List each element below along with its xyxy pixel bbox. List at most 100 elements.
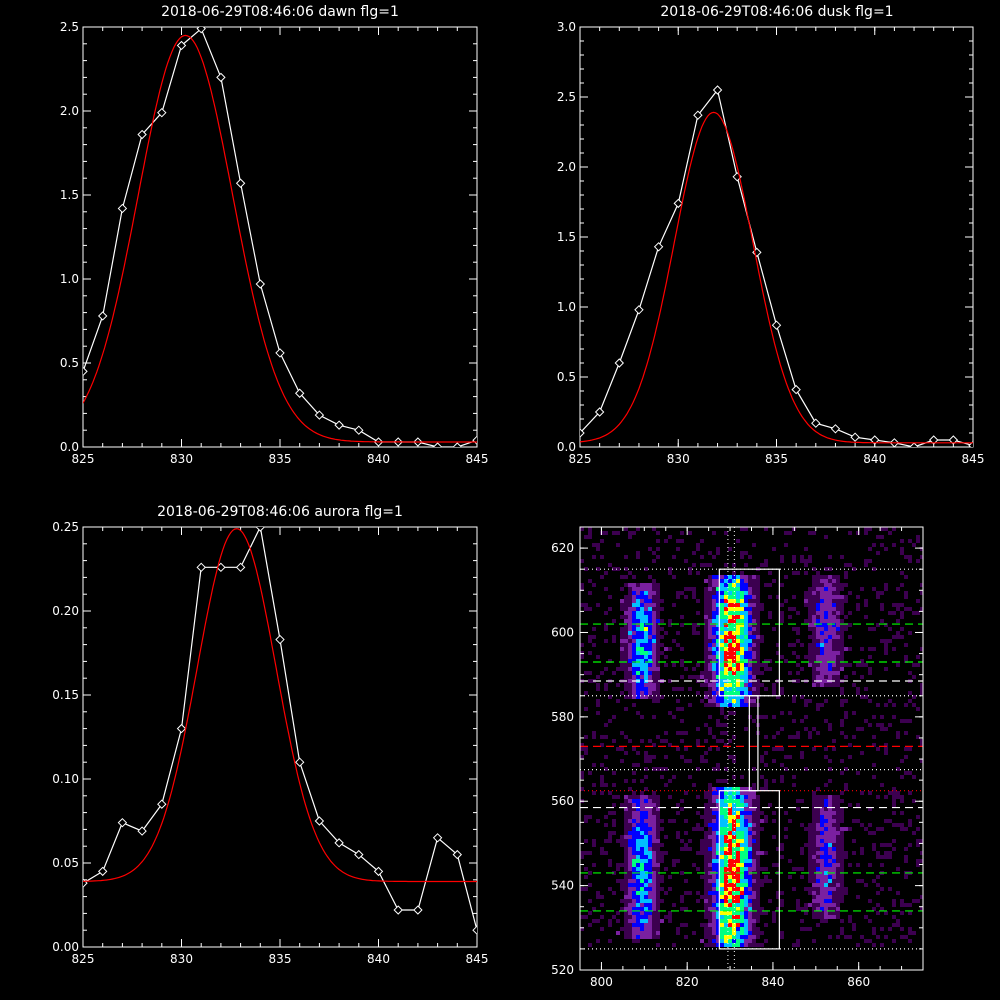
heatmap-cell bbox=[800, 787, 804, 791]
heatmap-cell bbox=[580, 579, 584, 583]
heatmap-cell bbox=[856, 615, 860, 619]
heatmap-cell bbox=[724, 579, 728, 583]
heatmap-cell bbox=[884, 667, 888, 671]
heatmap-cell bbox=[760, 607, 764, 611]
heatmap-cell bbox=[716, 703, 720, 707]
dusk-plot: 2018-06-29T08:46:06 dusk flg=1 825 830 835… bbox=[557, 4, 985, 466]
heatmap-cell bbox=[696, 743, 700, 747]
heatmap-cell bbox=[864, 623, 868, 627]
heatmap-cell bbox=[684, 711, 688, 715]
heatmap-cell bbox=[704, 651, 708, 655]
heatmap-cell bbox=[796, 579, 800, 583]
heatmap-cell bbox=[748, 587, 752, 591]
heatmap-cell bbox=[764, 635, 768, 639]
heatmap-cell bbox=[712, 531, 716, 535]
heatmap-cell bbox=[660, 611, 664, 615]
heatmap-cell bbox=[912, 815, 916, 819]
heatmap-cell bbox=[612, 747, 616, 751]
heatmap-cell bbox=[664, 791, 668, 795]
heatmap-cell bbox=[884, 611, 888, 615]
heatmap-cell bbox=[740, 807, 744, 811]
heatmap-cell bbox=[836, 631, 840, 635]
heatmap-cell bbox=[896, 607, 900, 611]
heatmap-cell bbox=[916, 803, 920, 807]
heatmap-cell bbox=[644, 807, 648, 811]
heatmap-cell bbox=[580, 823, 584, 827]
heatmap-cell bbox=[884, 559, 888, 563]
heatmap-cell bbox=[672, 555, 676, 559]
heatmap-cell bbox=[700, 687, 704, 691]
heatmap-cell bbox=[776, 791, 780, 795]
heatmap-cell bbox=[720, 671, 724, 675]
heatmap-cell bbox=[712, 615, 716, 619]
heatmap-cell bbox=[692, 671, 696, 675]
heatmap-cell bbox=[632, 531, 636, 535]
heatmap-cell bbox=[756, 683, 760, 687]
heatmap-cell bbox=[632, 811, 636, 815]
heatmap-cell bbox=[656, 667, 660, 671]
heatmap-cell bbox=[616, 799, 620, 803]
heatmap-cell bbox=[828, 603, 832, 607]
data-point bbox=[97, 866, 108, 877]
heatmap-cell bbox=[900, 607, 904, 611]
heatmap-cell bbox=[852, 583, 856, 587]
heatmap-cell bbox=[820, 607, 824, 611]
heatmap-cell bbox=[640, 683, 644, 687]
heatmap-cell bbox=[712, 663, 716, 667]
heatmap-cell bbox=[684, 607, 688, 611]
heatmap-cell bbox=[628, 667, 632, 671]
heatmap-cell bbox=[876, 795, 880, 799]
heatmap-cell bbox=[808, 671, 812, 675]
heatmap-cell bbox=[692, 619, 696, 623]
heatmap-cell bbox=[916, 643, 920, 647]
heatmap-cell bbox=[764, 643, 768, 647]
heatmap-cell bbox=[716, 619, 720, 623]
heatmap-cell bbox=[852, 711, 856, 715]
heatmap-cell bbox=[704, 791, 708, 795]
heatmap-cell bbox=[656, 647, 660, 651]
heatmap-cell bbox=[636, 699, 640, 703]
heatmap-cell bbox=[620, 731, 624, 735]
heatmap-cell bbox=[620, 807, 624, 811]
heatmap-cell bbox=[756, 655, 760, 659]
heatmap-cell bbox=[680, 823, 684, 827]
heatmap-cell bbox=[732, 703, 736, 707]
heatmap-cell bbox=[688, 811, 692, 815]
heatmap-cell bbox=[836, 655, 840, 659]
heatmap-cell bbox=[704, 759, 708, 763]
heatmap-cell bbox=[908, 803, 912, 807]
heatmap-cell bbox=[772, 819, 776, 823]
heatmap-cell bbox=[860, 539, 864, 543]
heatmap-cell bbox=[652, 631, 656, 635]
heatmap-cell bbox=[584, 787, 588, 791]
heatmap-cell bbox=[740, 639, 744, 643]
heatmap-cell bbox=[788, 803, 792, 807]
heatmap-cell bbox=[676, 687, 680, 691]
heatmap-cell bbox=[588, 787, 592, 791]
heatmap-cell bbox=[856, 667, 860, 671]
heatmap-cell bbox=[856, 683, 860, 687]
heatmap-cell bbox=[700, 611, 704, 615]
heatmap-cell bbox=[592, 587, 596, 591]
heatmap-cell bbox=[756, 651, 760, 655]
heatmap-cell bbox=[712, 671, 716, 675]
heatmap-cell bbox=[600, 779, 604, 783]
heatmap-cell bbox=[796, 607, 800, 611]
heatmap-cell bbox=[636, 755, 640, 759]
heatmap-cell bbox=[840, 655, 844, 659]
heatmap-cell bbox=[580, 575, 584, 579]
heatmap-cell bbox=[876, 807, 880, 811]
heatmap-cell bbox=[908, 719, 912, 723]
heatmap-cell bbox=[872, 587, 876, 591]
heatmap-cell bbox=[676, 675, 680, 679]
heatmap-cell bbox=[848, 647, 852, 651]
heatmap-cell bbox=[836, 591, 840, 595]
heatmap-cell bbox=[880, 631, 884, 635]
heatmap-cell bbox=[656, 607, 660, 611]
heatmap-cell bbox=[744, 807, 748, 811]
heatmap-cell bbox=[852, 655, 856, 659]
heatmap-cell bbox=[852, 619, 856, 623]
heatmap-cell bbox=[876, 611, 880, 615]
heatmap-cell bbox=[812, 803, 816, 807]
heatmap-cell bbox=[608, 619, 612, 623]
